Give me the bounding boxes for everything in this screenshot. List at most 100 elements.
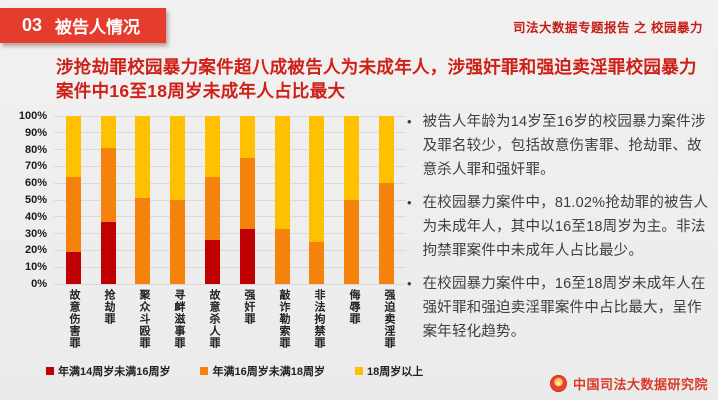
bar-segment <box>65 176 81 253</box>
stacked-bar <box>135 116 151 284</box>
x-axis-category-label: 故意伤害罪 <box>68 289 80 349</box>
bar-cell <box>126 116 161 284</box>
bar-cell <box>300 116 335 284</box>
bar-segment <box>274 116 290 229</box>
stacked-bar <box>344 116 360 284</box>
bar-cell <box>56 116 91 284</box>
plot-area <box>54 115 406 285</box>
y-axis-tick-label: 50% <box>24 194 47 206</box>
x-label-cell: 强奸罪 <box>231 289 266 355</box>
gridline <box>54 266 406 268</box>
bar-segment <box>170 200 186 284</box>
legend-swatch <box>354 367 363 375</box>
gridline <box>54 115 406 117</box>
bar-cell <box>369 116 404 284</box>
stacked-bar <box>65 116 81 284</box>
y-axis-tick-label: 40% <box>24 210 47 223</box>
x-axis-category-label: 寻衅滋事罪 <box>173 289 185 349</box>
gridline <box>54 182 406 184</box>
y-axis-tick-label: 10% <box>24 261 47 274</box>
gridline <box>54 283 406 285</box>
section-badge: 03 被告人情况 <box>0 8 167 43</box>
y-axis-tick-label: 30% <box>24 227 47 240</box>
bullet-text: 在校园暴力案件中，16至18周岁未成年人在强奸罪和强迫卖淫罪案件中占比最大，呈作… <box>422 276 706 340</box>
bar-segment <box>135 116 151 199</box>
y-axis-tick-label: 70% <box>24 160 47 173</box>
x-label-cell: 侮辱罪 <box>336 289 371 355</box>
x-label-cell: 强迫卖淫罪 <box>371 289 406 355</box>
bar-cell <box>160 116 195 284</box>
y-axis-tick-label: 20% <box>24 244 47 257</box>
bar-segment <box>135 198 151 284</box>
y-axis-tick-label: 60% <box>24 177 47 190</box>
bar-segment <box>239 158 255 229</box>
y-axis-tick-label: 90% <box>24 126 47 139</box>
y-axis: 100% 90% 80% 70% 60% 50% 40% 30% 20% 10% 0% <box>12 110 54 290</box>
bar-segment <box>65 252 81 284</box>
chart-legend: 年满14周岁未满16周岁 年满16周岁未满18周岁 18周岁以上 <box>46 363 423 379</box>
bars-container <box>56 116 404 284</box>
x-label-cell: 非法拘禁罪 <box>301 289 336 355</box>
footer: ★ 中国司法大数据研究院 <box>549 374 708 393</box>
bar-cell <box>265 116 300 284</box>
x-label-cell: 故意杀人罪 <box>196 289 231 355</box>
gridline <box>54 149 406 151</box>
stacked-bar <box>205 116 221 284</box>
stacked-bar <box>309 116 325 284</box>
bullet-marker: • <box>407 276 412 291</box>
bar-segment <box>65 116 81 177</box>
bar-segment <box>205 176 221 241</box>
x-label-cell: 故意伤害罪 <box>56 289 91 355</box>
x-axis-category-label: 故意杀人罪 <box>208 289 220 349</box>
slide-headline: 涉抢劫罪校园暴力案件超八成被告人为未成年人，涉强奸罪和强迫卖淫罪校园暴力案件中1… <box>56 57 697 102</box>
bar-segment <box>205 116 221 177</box>
stacked-bar <box>274 116 290 284</box>
x-axis: 故意伤害罪 抢劫罪 聚众斗殴罪 寻衅滋事罪 故意杀人罪 强奸罪 敲诈勒索罪 非法拘禁罪 侮辱罪 强… <box>56 289 406 355</box>
gridline <box>54 165 406 167</box>
x-axis-category-label: 强奸罪 <box>243 289 255 325</box>
x-axis-category-label: 强迫卖淫罪 <box>383 289 395 349</box>
bullet-item: • 被告人年龄为14岁至16岁的校园暴力案件涉及罪名较少，包括故意伤害罪、抢劫罪、… <box>407 110 709 182</box>
legend-label: 年满16周岁未满18周岁 <box>212 366 325 378</box>
stacked-bar-chart: 100% 90% 80% 70% 60% 50% 40% 30% 20% 10% 0% 故意伤害罪 抢… <box>12 110 423 379</box>
section-title: 被告人情况 <box>55 18 141 37</box>
legend-item: 年满16周岁未满18周岁 <box>200 363 325 379</box>
bar-segment <box>239 228 255 284</box>
bar-segment <box>379 183 395 284</box>
legend-item: 18周岁以上 <box>354 363 423 379</box>
bar-cell <box>91 116 126 284</box>
bullet-item: • 在校园暴力案件中，16至18周岁未成年人在强奸罪和强迫卖淫罪案件中占比最大，呈… <box>407 272 709 344</box>
bar-segment <box>344 116 360 200</box>
x-label-cell: 敲诈勒索罪 <box>266 289 301 355</box>
bar-segment <box>379 116 395 184</box>
bar-segment <box>100 147 116 222</box>
bar-segment <box>100 221 116 284</box>
bullet-marker: • <box>407 195 412 210</box>
x-label-cell: 寻衅滋事罪 <box>161 289 196 355</box>
y-axis-tick-label: 0% <box>31 278 47 290</box>
bullet-marker: • <box>407 114 412 129</box>
report-series-title: 司法大数据专题报告 之 校园暴力 <box>513 21 703 35</box>
bar-segment <box>344 200 360 284</box>
stacked-bar <box>239 116 255 284</box>
gridline <box>54 249 406 251</box>
x-axis-category-label: 非法拘禁罪 <box>313 289 325 349</box>
x-axis-category-label: 抢劫罪 <box>103 289 115 325</box>
section-number: 03 <box>22 15 43 35</box>
organization-name: 中国司法大数据研究院 <box>572 377 708 392</box>
bar-segment <box>170 116 186 200</box>
y-axis-tick-label: 100% <box>18 110 47 122</box>
x-label-cell: 聚众斗殴罪 <box>126 289 161 355</box>
bar-cell <box>195 116 230 284</box>
bar-cell <box>334 116 369 284</box>
bar-segment <box>100 116 116 148</box>
bar-cell <box>230 116 265 284</box>
legend-item: 年满14周岁未满16周岁 <box>46 363 170 379</box>
bar-segment <box>309 242 325 284</box>
gridline <box>54 216 406 218</box>
national-emblem-icon: ★ <box>549 375 567 392</box>
bar-segment <box>239 116 255 159</box>
legend-swatch <box>46 367 54 375</box>
bullet-text: 被告人年龄为14岁至16岁的校园暴力案件涉及罪名较少，包括故意伤害罪、抢劫罪、故… <box>422 114 706 178</box>
